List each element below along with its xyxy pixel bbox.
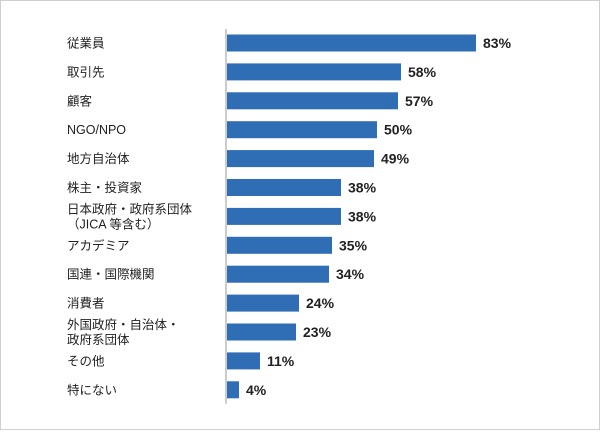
category-label: 株主・投資家	[67, 180, 143, 195]
bar	[227, 323, 296, 341]
bar	[227, 63, 401, 81]
bar	[227, 179, 341, 196]
bar	[227, 121, 377, 139]
bar	[227, 294, 299, 312]
bar	[227, 236, 332, 254]
data-label: 35%	[339, 237, 368, 253]
bar	[227, 352, 260, 370]
category-label: 消費者	[67, 296, 105, 311]
category-label: 外国政府・自治体・政府系団体	[67, 317, 180, 347]
data-label: 24%	[306, 295, 335, 311]
data-label: 57%	[405, 93, 434, 109]
category-label: 取引先	[67, 65, 105, 79]
bar	[227, 381, 239, 399]
bar	[227, 150, 374, 168]
data-label: 49%	[381, 151, 410, 167]
data-label: 4%	[246, 382, 267, 398]
data-label: 11%	[267, 353, 295, 369]
category-label: その他	[67, 354, 105, 368]
bar	[227, 265, 329, 283]
bar	[227, 207, 341, 225]
data-label: 38%	[348, 180, 377, 196]
category-label: アカデミア	[67, 238, 130, 253]
bar	[227, 92, 398, 110]
category-label: 顧客	[67, 93, 93, 108]
bar	[227, 34, 476, 52]
data-label: 34%	[336, 266, 365, 282]
category-label: 従業員	[67, 36, 105, 51]
data-label: 23%	[303, 324, 332, 340]
category-label: 地方自治体	[67, 151, 130, 166]
data-label: 83%	[483, 35, 512, 51]
category-label: 国連・国際機関	[67, 267, 155, 282]
category-label: 日本政府・政府系団体（JICA 等含む）	[67, 201, 193, 231]
data-label: 50%	[384, 122, 413, 138]
category-label: NGO/NPO	[67, 123, 126, 137]
category-label: 特にない	[67, 382, 117, 397]
data-label: 58%	[408, 64, 437, 80]
data-label: 38%	[348, 208, 377, 224]
